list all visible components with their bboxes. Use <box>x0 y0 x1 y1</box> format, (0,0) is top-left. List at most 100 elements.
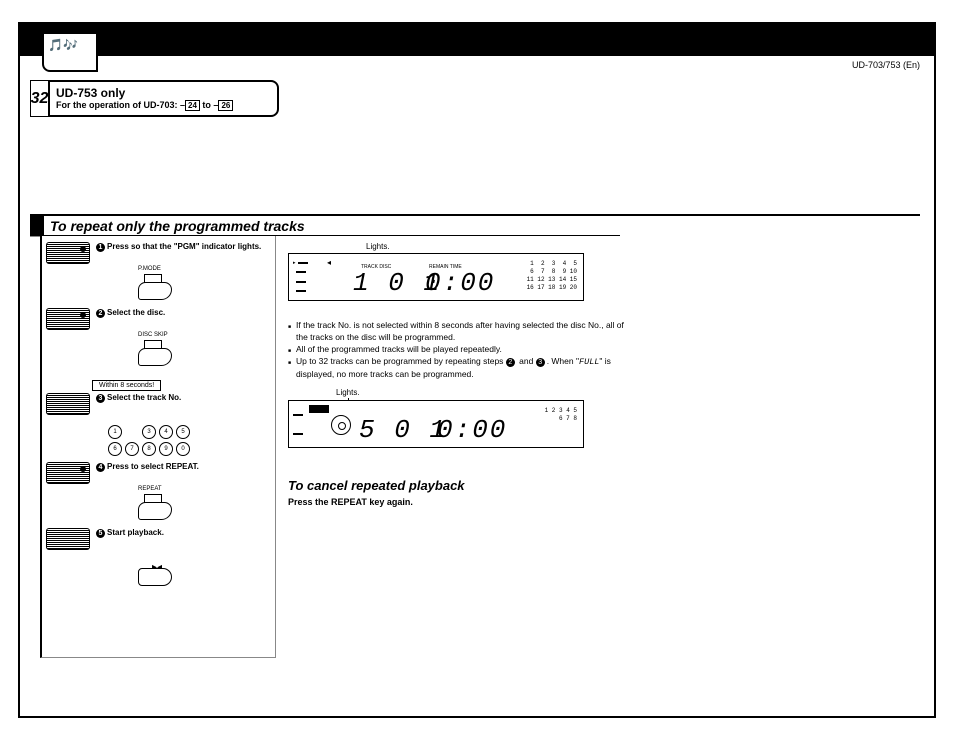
step-num: 5 <box>96 529 105 538</box>
note-3-pre: Up to 32 tracks can be programmed by rep… <box>296 356 506 366</box>
step-4-label: Press to select REPEAT. <box>107 462 199 471</box>
step-5-text: 5Start playback. <box>96 528 271 538</box>
step-num: 3 <box>96 394 105 403</box>
numpad-icon: 1 3 4 5 6 7 8 9 0 <box>108 425 271 456</box>
repeat-label: REPEAT <box>138 486 162 492</box>
hand-icon <box>138 282 172 300</box>
led-icon <box>293 279 294 285</box>
remote-icon <box>46 242 90 264</box>
track-grid: 1 2 3 4 5 6 7 8 9 10 11 12 13 14 15 16 1… <box>527 260 577 292</box>
numpad-gap <box>125 425 139 439</box>
section-rule <box>620 214 920 216</box>
display-1: ▸ ◂ TRACK DISC REMAIN TIME 1 0 1 0:00 1 … <box>288 253 584 301</box>
numpad-3: 3 <box>142 425 156 439</box>
display-time: 0:00 <box>425 268 495 298</box>
numpad-5: 5 <box>176 425 190 439</box>
step-5-label: Start playback. <box>107 528 164 537</box>
press-discskip-icon: DISC SKIP <box>138 340 174 368</box>
model-sub-mid: to – <box>200 100 219 110</box>
lights-label-1: Lights. <box>366 242 628 251</box>
grid-row: 6 7 8 <box>559 415 577 422</box>
numpad-1: 1 <box>108 425 122 439</box>
doc-reference: UD-703/753 (En) <box>852 60 920 70</box>
step-3: 3Select the track No. <box>46 393 271 415</box>
pgm-indicator-icon <box>309 405 329 413</box>
remote-icon <box>46 308 90 330</box>
model-sub-prefix: For the operation of UD-703: – <box>56 100 185 110</box>
track-grid: 1 2 3 4 5 6 7 8 <box>545 407 577 423</box>
grid-row: 1 2 3 4 5 <box>527 260 577 267</box>
model-box: 32 UD-753 only For the operation of UD-7… <box>30 80 279 117</box>
step-num: 1 <box>96 243 105 252</box>
music-icon-box: 🎵🎶 <box>42 32 98 72</box>
step-num: 4 <box>96 463 105 472</box>
press-pmode-icon: P.MODE <box>138 274 174 302</box>
step-2-text: 2Select the disc. <box>96 308 271 318</box>
led-icon <box>293 269 294 275</box>
led-icon: ▸ <box>293 260 296 266</box>
page-frame: 🎵🎶 UD-703/753 (En) 32 UD-753 only For th… <box>18 22 936 718</box>
led-bar <box>296 281 306 283</box>
led-bar <box>293 414 303 416</box>
step-2-label: Select the disc. <box>107 308 165 317</box>
section-title-bar: To repeat only the programmed tracks <box>30 214 620 236</box>
numpad-4: 4 <box>159 425 173 439</box>
pmode-label: P.MODE <box>138 266 161 272</box>
music-notes-icon: 🎵🎶 <box>48 38 78 52</box>
page-ref-2: 26 <box>218 100 233 111</box>
step-4: 4Press to select REPEAT. <box>46 462 271 484</box>
led-bar <box>298 262 308 264</box>
model-title: UD-753 only <box>56 86 233 100</box>
numpad-9: 9 <box>159 442 173 456</box>
numpad-8: 8 <box>142 442 156 456</box>
hand-icon <box>138 502 172 520</box>
remote-icon <box>46 528 90 550</box>
display-2-wrap: Lights. 5 0 1 0:00 1 2 3 4 5 6 7 8 <box>288 400 628 448</box>
note-1: If the track No. is not selected within … <box>288 319 628 343</box>
disc-icon <box>331 415 351 435</box>
page-ref-1: 24 <box>185 100 200 111</box>
full-display-text: FULL <box>579 357 599 367</box>
within-8-seconds: Within 8 seconds! <box>92 380 161 391</box>
step-1-text: 1Press so that the "PGM" indicator light… <box>96 242 271 252</box>
remote-icon <box>46 393 90 415</box>
step-3-label: Select the track No. <box>107 393 181 402</box>
step-4-text: 4Press to select REPEAT. <box>96 462 271 472</box>
steps-panel: 1Press so that the "PGM" indicator light… <box>40 236 276 658</box>
numpad-7: 7 <box>125 442 139 456</box>
step-2: 2Select the disc. <box>46 308 271 330</box>
notes-list: If the track No. is not selected within … <box>288 319 628 380</box>
lights-label-2: Lights. <box>336 388 360 397</box>
note-3-mid: and <box>517 356 536 366</box>
numpad-6: 6 <box>108 442 122 456</box>
page-number: 32 <box>30 80 48 117</box>
cancel-instruction: Press the REPEAT key again. <box>288 497 628 507</box>
numpad-0: 0 <box>176 442 190 456</box>
display-time: 0:00 <box>437 415 507 445</box>
press-repeat-icon: REPEAT <box>138 494 174 522</box>
note-2: All of the programmed tracks will be pla… <box>288 343 628 355</box>
led-icon <box>293 288 294 294</box>
note-step-ref: 2 <box>506 358 515 367</box>
right-column: Lights. ▸ ◂ TRACK DISC REMAIN TIME 1 0 1… <box>288 242 628 507</box>
section-title: To repeat only the programmed tracks <box>50 218 305 234</box>
led-bar <box>293 433 303 435</box>
remote-icon <box>46 462 90 484</box>
panel-corner-rule <box>30 236 40 658</box>
led-bar <box>296 290 306 292</box>
grid-row: 1 2 3 4 5 <box>545 407 577 414</box>
discskip-label: DISC SKIP <box>138 332 168 338</box>
section-tab <box>30 216 44 235</box>
step-num: 2 <box>96 309 105 318</box>
led-bar <box>296 271 306 273</box>
pgm-arrow-icon: ◂ <box>327 258 331 267</box>
display-2: 5 0 1 0:00 1 2 3 4 5 6 7 8 <box>288 400 584 448</box>
display-indicator-column: ▸ <box>293 258 327 296</box>
display-track: 5 0 1 <box>359 415 447 445</box>
step-1: 1Press so that the "PGM" indicator light… <box>46 242 271 264</box>
note-3: Up to 32 tracks can be programmed by rep… <box>288 355 628 380</box>
cancel-title: To cancel repeated playback <box>288 478 628 493</box>
step-3-text: 3Select the track No. <box>96 393 271 403</box>
note-step-ref: 3 <box>536 358 545 367</box>
step-5: 5Start playback. <box>46 528 271 550</box>
